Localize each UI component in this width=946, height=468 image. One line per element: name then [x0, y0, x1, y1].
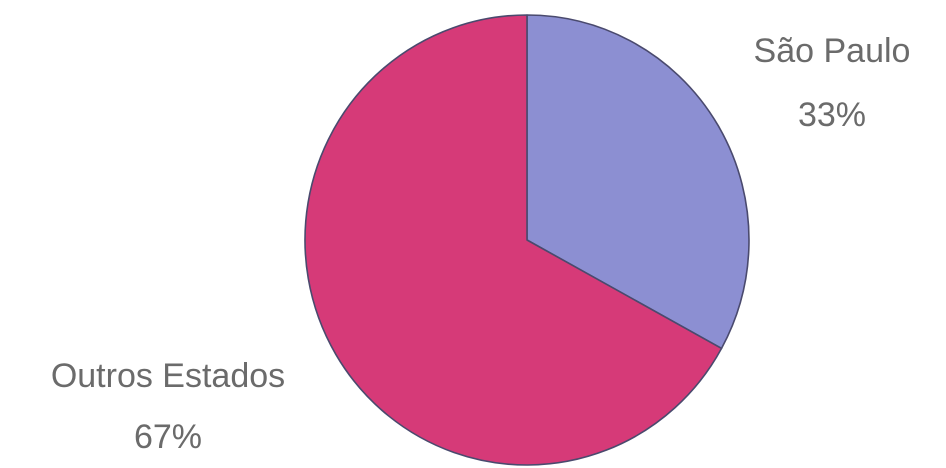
label-sao-paulo: São Paulo 33%	[754, 32, 911, 134]
slice-outros-estados	[304, 14, 723, 466]
slice-sao-paulo	[526, 14, 750, 350]
label-outros-estados-name: Outros Estados	[51, 357, 285, 395]
pie-slices	[304, 14, 750, 466]
label-outros-estados: Outros Estados 67%	[51, 357, 285, 456]
label-sao-paulo-percent: 33%	[798, 96, 866, 134]
label-outros-estados-percent: 67%	[134, 418, 202, 456]
label-sao-paulo-name: São Paulo	[754, 32, 911, 70]
